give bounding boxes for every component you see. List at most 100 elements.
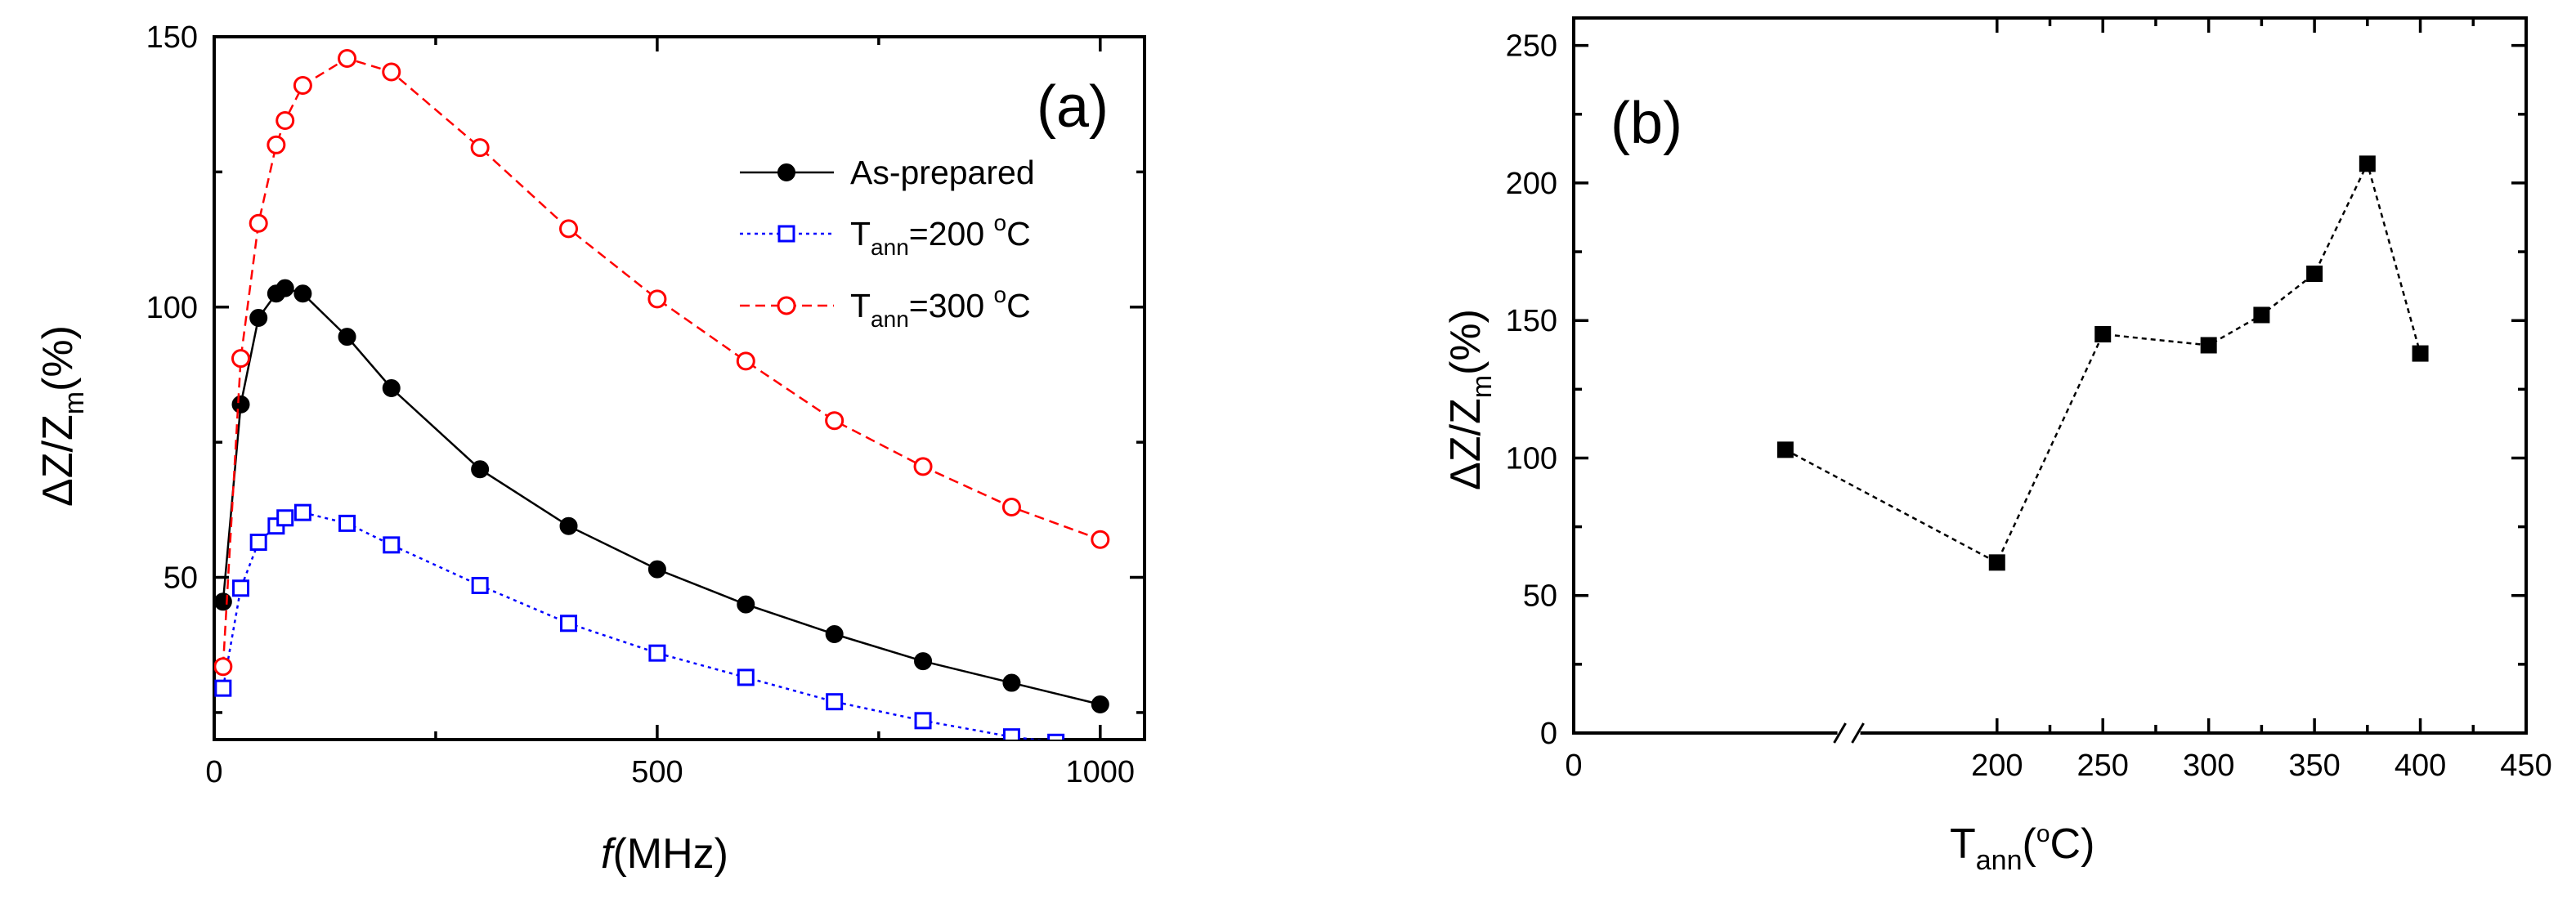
panel-b-x-tick-label: 400 bbox=[2395, 749, 2446, 783]
panel-a-point-s1-5 bbox=[293, 503, 311, 521]
panel-a-y-tick-label: 150 bbox=[146, 20, 198, 55]
panel-b-ticks: 0 200 250 300 350 400 450 0 50 100 150 200 250 bbox=[1506, 18, 2552, 783]
panel-b-x-tick-label: 250 bbox=[2077, 749, 2129, 783]
panel-b-x-tick-label: 200 bbox=[1971, 749, 2023, 783]
legend-marker-2 bbox=[777, 296, 796, 315]
panel-a-point-s1-13 bbox=[914, 712, 932, 730]
panel-b-y-tick-label: 200 bbox=[1506, 167, 1557, 201]
panel-a-point-s2-12 bbox=[825, 411, 844, 431]
legend-label-as-prepared: As-prepared bbox=[850, 154, 1035, 191]
panel-b-axis-break-mark bbox=[1851, 722, 1865, 744]
legend-marker-1 bbox=[777, 225, 795, 243]
panel-a-point-s2-3 bbox=[267, 135, 286, 154]
panel-a-point-s0-9 bbox=[559, 516, 578, 535]
panel-b-point-5 bbox=[2306, 265, 2323, 282]
panel-a-point-s1-15 bbox=[1047, 733, 1065, 740]
panel-a-legend-swatches bbox=[740, 163, 834, 315]
panel-a-point-s0-15 bbox=[1091, 695, 1109, 713]
panel-b-chart: 0 200 250 300 350 400 450 0 50 100 150 200 250 (b) T… bbox=[1442, 16, 2552, 876]
panel-a-x-tick-label: 0 bbox=[205, 755, 222, 789]
panel-a-point-s1-14 bbox=[1002, 728, 1020, 740]
panel-a-point-s0-5 bbox=[293, 284, 312, 303]
panel-a-point-s2-8 bbox=[470, 138, 490, 158]
panel-b-point-4 bbox=[2253, 306, 2270, 324]
panel-a-point-s2-13 bbox=[913, 457, 933, 476]
panel-b-y-tick-label: 0 bbox=[1540, 717, 1557, 751]
panel-b-y-tick-label: 100 bbox=[1506, 441, 1557, 476]
panel-a-point-s2-2 bbox=[249, 213, 268, 233]
panel-b-point-2 bbox=[2094, 326, 2112, 343]
panel-b-label: (b) bbox=[1611, 91, 1682, 156]
panel-b-x-tick-label: 450 bbox=[2500, 749, 2551, 783]
panel-a-point-s0-7 bbox=[382, 379, 401, 397]
panel-a-point-s2-1 bbox=[231, 349, 251, 369]
panel-b-point-7 bbox=[2412, 345, 2429, 362]
panel-a-point-s1-2 bbox=[249, 534, 267, 552]
panel-a-point-s2-10 bbox=[647, 289, 667, 309]
panel-a-point-s1-10 bbox=[648, 644, 666, 662]
panel-a-point-s1-11 bbox=[737, 668, 755, 686]
panel-a-point-s2-0 bbox=[214, 657, 233, 677]
panel-a-y-tick-label: 100 bbox=[146, 291, 198, 325]
panel-a-point-s2-11 bbox=[736, 351, 755, 371]
panel-a-point-s0-8 bbox=[471, 460, 490, 479]
panel-b-plot-frame bbox=[1572, 16, 2528, 735]
panel-a-point-s0-0 bbox=[214, 592, 232, 611]
panel-b-y-tick-label: 150 bbox=[1506, 304, 1557, 338]
panel-b-series-line bbox=[1785, 160, 2421, 565]
panel-a-point-s0-2 bbox=[249, 309, 268, 327]
panel-a-point-s1-0 bbox=[214, 679, 232, 697]
panel-a-series-clip bbox=[214, 48, 1110, 740]
panel-b-point-1 bbox=[1988, 554, 2005, 571]
panel-a-point-s0-14 bbox=[1002, 673, 1021, 692]
panel-b-series bbox=[1776, 155, 2429, 571]
panel-b-x-tick-label: 0 bbox=[1565, 749, 1582, 783]
panel-a-point-s1-9 bbox=[560, 615, 578, 633]
panel-a-y-axis-label: ΔZ/Zm(%) bbox=[34, 325, 90, 507]
panel-a-y-tick-label: 50 bbox=[164, 561, 198, 596]
panel-a-point-s2-6 bbox=[338, 48, 357, 68]
panel-a-point-s1-6 bbox=[338, 514, 356, 532]
panel-b-point-3 bbox=[2200, 337, 2217, 354]
panel-b-y-axis-label: ΔZ/Zm(%) bbox=[1442, 309, 1498, 490]
panel-a-legend: As-prepared Tann=200 oC Tann=300 oC bbox=[740, 154, 1035, 332]
panel-a-ticks: 0 500 1000 50 100 150 bbox=[146, 20, 1145, 789]
panel-a-point-s0-13 bbox=[914, 652, 933, 671]
panel-a-point-s1-1 bbox=[232, 579, 250, 597]
panel-b-axis-break-mark bbox=[1833, 722, 1847, 744]
panel-a-point-s1-7 bbox=[383, 536, 401, 554]
panel-a-point-s1-4 bbox=[276, 509, 294, 527]
panel-a-point-s0-10 bbox=[647, 560, 666, 579]
panel-a-point-s2-9 bbox=[559, 219, 579, 239]
panel-a-point-s1-12 bbox=[826, 693, 844, 711]
panel-a-point-s2-14 bbox=[1001, 498, 1021, 517]
panel-a-series-line-1 bbox=[222, 511, 1042, 740]
panel-a-series bbox=[214, 48, 1110, 740]
panel-a-series-line-2 bbox=[222, 57, 1101, 667]
panel-a-point-s2-15 bbox=[1091, 530, 1110, 549]
panel-b-x-tick-label: 300 bbox=[2183, 749, 2234, 783]
panel-a-series-line-0 bbox=[222, 287, 1101, 706]
panel-a-point-s0-11 bbox=[737, 595, 755, 614]
panel-b-x-tick-label: 350 bbox=[2288, 749, 2340, 783]
panel-a-point-s0-12 bbox=[825, 625, 844, 643]
legend-label-tann-300: Tann=300 oC bbox=[850, 282, 1031, 332]
panel-b-y-tick-label: 250 bbox=[1506, 29, 1557, 64]
panel-a-label: (a) bbox=[1037, 74, 1109, 140]
legend-label-tann-200: Tann=200 oC bbox=[850, 210, 1031, 260]
panel-b-x-axis-label: Tann(oC) bbox=[1950, 820, 2094, 876]
panel-b-point-0 bbox=[1776, 441, 1794, 458]
panel-a-point-s0-6 bbox=[338, 328, 356, 346]
panel-a-point-s0-1 bbox=[231, 395, 250, 414]
panel-a-point-s2-5 bbox=[293, 76, 312, 96]
panel-a-point-s2-7 bbox=[382, 62, 401, 82]
panel-a-plot-frame bbox=[213, 35, 1146, 741]
panel-a-x-tick-label: 500 bbox=[631, 755, 683, 789]
panel-b-y-tick-label: 50 bbox=[1523, 579, 1557, 614]
panel-a-x-axis-label: f(MHz) bbox=[601, 830, 728, 878]
legend-marker-0 bbox=[777, 163, 795, 181]
panel-a-x-tick-label: 1000 bbox=[1066, 755, 1136, 789]
panel-a-point-s0-4 bbox=[276, 279, 294, 297]
panel-a-point-s2-4 bbox=[276, 111, 295, 131]
